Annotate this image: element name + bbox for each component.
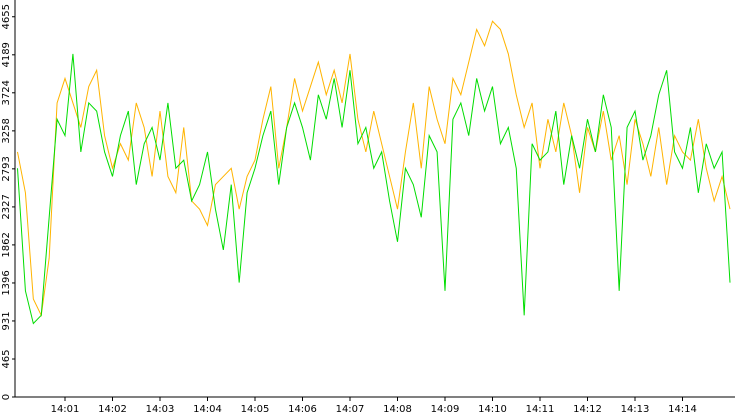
y-tick-label: 4189 — [1, 42, 12, 67]
y-tick-label: 465 — [1, 349, 12, 368]
y-tick-label: 1396 — [1, 270, 12, 295]
y-tick-label: 1862 — [1, 232, 12, 257]
x-tick-label: 14:08 — [383, 404, 412, 415]
y-tick-label: 2327 — [1, 194, 12, 219]
x-tick-label: 14:04 — [193, 404, 222, 415]
x-tick-label: 14:14 — [668, 404, 697, 415]
x-tick-label: 14:09 — [431, 404, 460, 415]
x-tick-label: 14:05 — [241, 404, 270, 415]
y-tick-label: 4655 — [1, 4, 12, 29]
x-tick-label: 14:02 — [98, 404, 127, 415]
y-tick-label: 2793 — [1, 156, 12, 181]
x-tick-label: 14:03 — [146, 404, 175, 415]
x-tick-label: 14:01 — [51, 404, 80, 415]
y-tick-label: 3724 — [1, 80, 12, 105]
x-tick-label: 14:12 — [573, 404, 602, 415]
x-tick-label: 14:13 — [621, 404, 650, 415]
y-tick-label: 0 — [1, 394, 12, 400]
x-tick-label: 14:07 — [336, 404, 365, 415]
series-line — [17, 53, 731, 325]
x-tick-label: 14:10 — [478, 404, 507, 415]
y-tick-label: 3258 — [1, 118, 12, 143]
x-tick-label: 14:06 — [288, 404, 317, 415]
x-tick-label: 14:11 — [526, 404, 555, 415]
y-tick-label: 931 — [1, 311, 12, 330]
series-line — [17, 20, 731, 318]
